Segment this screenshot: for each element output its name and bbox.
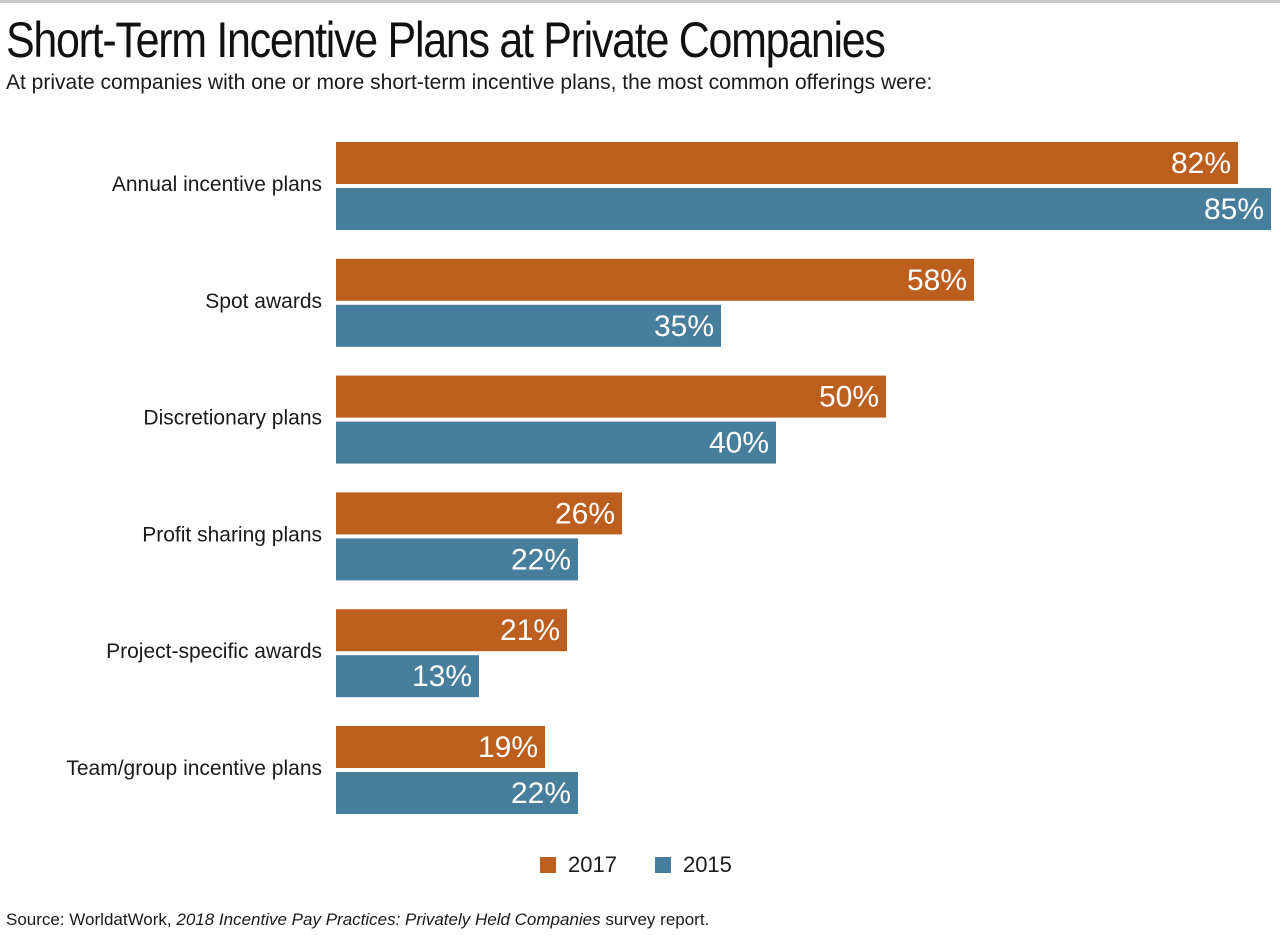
value-label-annual-incentive-plans-2015: 85%: [1204, 193, 1264, 226]
bar-discretionary-plans-2017: [336, 375, 886, 418]
value-label-annual-incentive-plans-2017: 82%: [1171, 147, 1231, 180]
source-suffix: survey report.: [600, 910, 710, 929]
category-label-project-specific-awards: Project-specific awards: [106, 640, 322, 663]
legend-swatch-2015: [654, 857, 671, 873]
bar-profit-sharing-plans-2017: [336, 492, 622, 535]
bar-project-specific-awards-2017: [336, 609, 567, 652]
category-label-discretionary-plans: Discretionary plans: [143, 407, 322, 430]
value-label-team-group-incentive-plans-2017: 19%: [478, 731, 538, 764]
top-rule: [0, 0, 1280, 3]
value-label-profit-sharing-plans-2015: 22%: [511, 543, 571, 576]
legend-swatch-2017: [540, 857, 556, 873]
value-label-project-specific-awards-2015: 13%: [412, 660, 472, 693]
value-label-project-specific-awards-2017: 21%: [500, 614, 560, 647]
category-label-spot-awards: Spot awards: [205, 290, 322, 313]
value-label-discretionary-plans-2015: 40%: [709, 427, 769, 460]
category-label-annual-incentive-plans: Annual incentive plans: [112, 173, 322, 196]
chart-title: Short-Term Incentive Plans at Private Co…: [6, 12, 886, 68]
legend-label-2015: 2015: [682, 852, 732, 877]
value-label-team-group-incentive-plans-2015: 22%: [511, 777, 571, 810]
bar-chart: Annual incentive plans 82% 85% Spot awards 5…: [66, 142, 1271, 814]
bar-team-group-incentive-plans-2015: [336, 772, 578, 814]
bar-discretionary-plans-2015: [336, 421, 776, 464]
legend-label-2017: 2017: [568, 852, 617, 877]
legend-item-2015: 2015: [654, 852, 732, 878]
bar-annual-incentive-plans-2015: [336, 188, 1271, 230]
source-report-title: 2018 Incentive Pay Practices: Privately …: [176, 910, 601, 929]
bar-project-specific-awards-2015: [336, 655, 479, 698]
legend: 2017 2015: [540, 852, 770, 878]
bar-spot-awards-2017: [336, 258, 974, 301]
legend-item-2017: 2017: [540, 852, 617, 878]
value-label-spot-awards-2017: 58%: [907, 264, 967, 297]
value-label-discretionary-plans-2017: 50%: [819, 381, 879, 414]
bar-profit-sharing-plans-2015: [336, 538, 578, 581]
source-prefix: Source: WorldatWork,: [6, 910, 177, 929]
value-label-profit-sharing-plans-2017: 26%: [555, 497, 615, 530]
source-note: Source: WorldatWork, 2018 Incentive Pay …: [6, 910, 709, 930]
bar-team-group-incentive-plans-2017: [336, 726, 545, 768]
bar-spot-awards-2015: [336, 304, 721, 347]
bar-annual-incentive-plans-2017: [336, 142, 1238, 184]
category-label-team-group-incentive-plans: Team/group incentive plans: [66, 757, 322, 780]
value-label-spot-awards-2015: 35%: [654, 310, 714, 343]
category-label-profit-sharing-plans: Profit sharing plans: [142, 523, 322, 546]
chart-subtitle: At private companies with one or more sh…: [6, 71, 933, 94]
